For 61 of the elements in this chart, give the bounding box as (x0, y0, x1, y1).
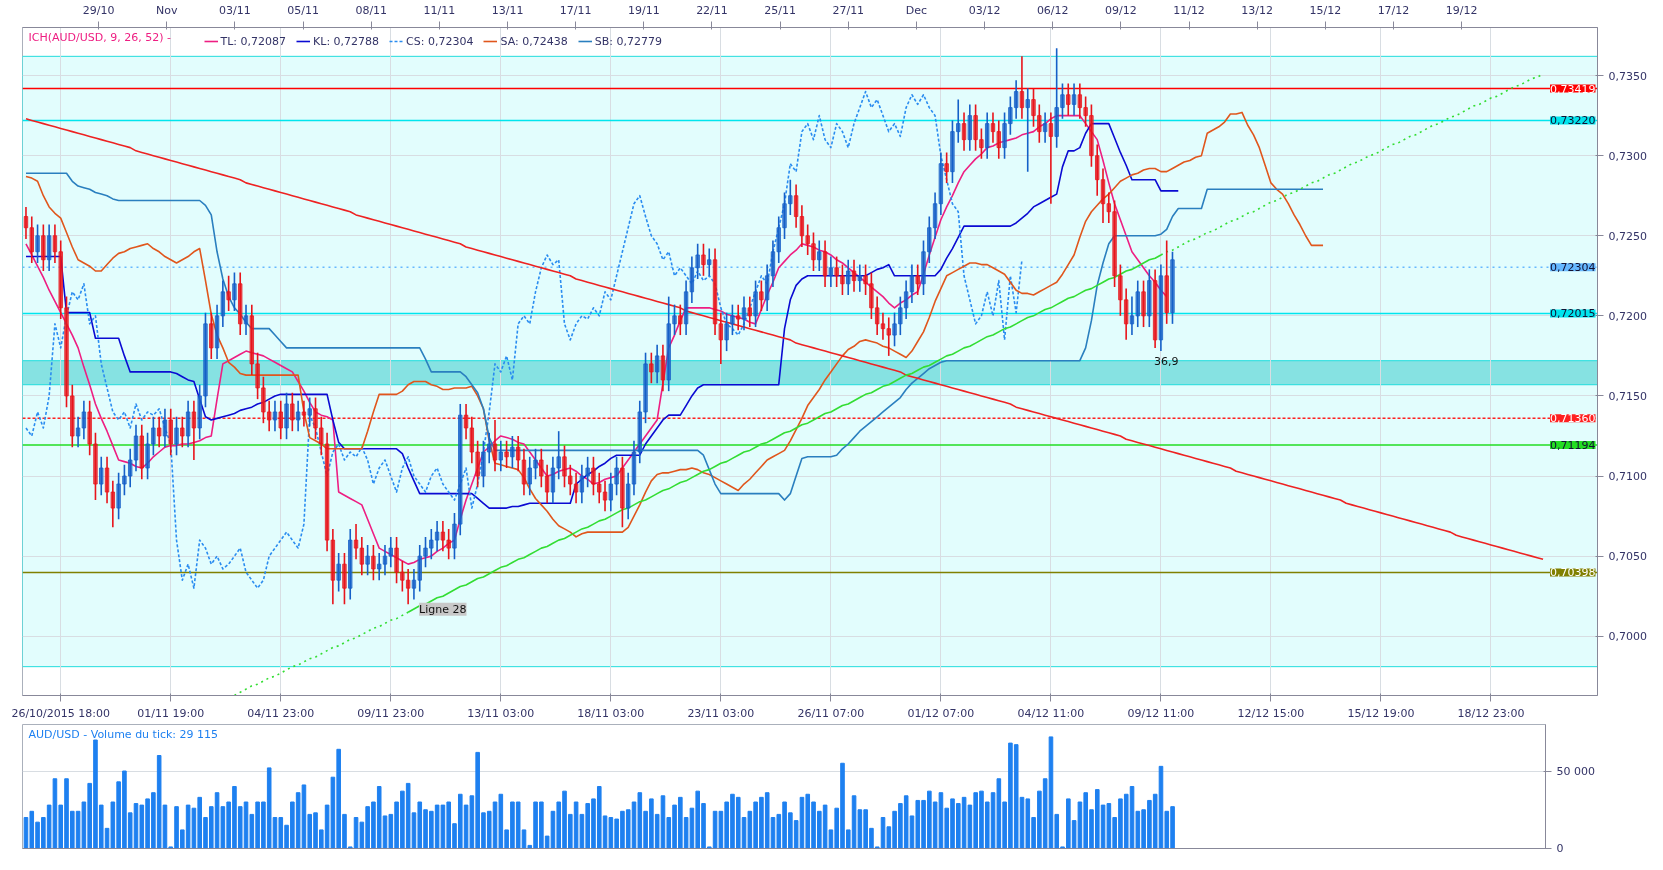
ref-line-label: 0,70398 (1550, 566, 1596, 580)
text: 19/12 (1445, 3, 1478, 17)
x-tick-label: 04/12 11:00 (1017, 706, 1085, 720)
x-tick-label: 01/11 19:00 (137, 706, 205, 720)
text: 11/12 (1173, 3, 1205, 17)
annotation: Ligne 28 (419, 602, 467, 616)
x-tick-label: 15/12 19:00 (1347, 706, 1415, 720)
y-tick-label: 0 (1556, 842, 1564, 855)
x-tick-label: 18/12 23:00 (1457, 706, 1525, 720)
ref-line-label: 0,73419 (1550, 82, 1596, 96)
chart-title: ICH(AUD/USD, 9, 26, 52) - (28, 30, 171, 44)
y-tick-label: 50 000 (1556, 764, 1595, 778)
ref-line-label: 0,72015 (1550, 307, 1596, 321)
y-tick-label: 0,7300 (1608, 149, 1647, 163)
y-tick-label: 0,7200 (1608, 309, 1647, 323)
text: 05/11 (287, 3, 319, 17)
ref-line-label: 0,72304 (1550, 261, 1596, 275)
y-tick-label: 0,7000 (1608, 630, 1647, 644)
x-tick-label: 12/12 15:00 (1237, 706, 1305, 720)
legend-label: SA: 0,72438 (500, 34, 568, 48)
text: 03/11 (219, 3, 251, 17)
legend-label: KL: 0,72788 (313, 34, 380, 48)
x-tick-label: 01/12 07:00 (907, 706, 975, 720)
text: 03/12 (968, 3, 1001, 17)
x-tick-label: 09/11 23:00 (357, 706, 425, 720)
x-tick-label: 04/11 23:00 (247, 706, 315, 720)
text: 25/11 (764, 3, 796, 17)
text: 17/11 (559, 3, 592, 17)
text: 17/12 (1377, 3, 1410, 17)
y-tick-label: 0,7350 (1608, 69, 1647, 83)
x-tick-label: 09/12 11:00 (1127, 706, 1195, 720)
text: 29/10 (82, 3, 115, 17)
x-tick-label: 23/11 03:00 (687, 706, 755, 720)
x-tick-label: 26/11 07:00 (797, 706, 865, 720)
y-tick-label: 0,7250 (1608, 229, 1647, 243)
y-tick-label: 0,7150 (1608, 389, 1647, 403)
ref-line-label: 0,73220 (1550, 114, 1596, 128)
text: 08/11 (355, 3, 388, 17)
legend-label: TL: 0,72087 (220, 34, 287, 48)
chart-title: AUD/USD - Volume du tick: 29 115 (28, 727, 219, 741)
legend-label: SB: 0,72779 (594, 34, 662, 48)
legend-label: CS: 0,72304 (406, 34, 474, 48)
text: 19/11 (627, 3, 660, 17)
text: 22/11 (696, 3, 728, 17)
text: Dec (905, 3, 928, 17)
y-tick-label: 0,7100 (1608, 470, 1647, 484)
ref-line-label: 0,71194 (1550, 438, 1596, 452)
x-tick-label: 18/11 03:00 (577, 706, 645, 720)
text: 11/11 (423, 3, 456, 17)
text: 06/12 (1036, 3, 1069, 17)
x-tick-label: 26/10/2015 18:00 (11, 706, 111, 720)
text: 15/12 (1309, 3, 1342, 17)
annotation: 36,9 (1153, 355, 1179, 369)
text: Nov (156, 3, 179, 17)
text: 13/11 (491, 3, 524, 17)
x-tick-label: 13/11 03:00 (467, 706, 535, 720)
y-tick-label: 0,7050 (1608, 550, 1647, 564)
ref-line-label: 0,71360 (1550, 412, 1596, 426)
text: 13/12 (1241, 3, 1274, 17)
text: 09/12 (1105, 3, 1137, 17)
text: 27/11 (832, 3, 865, 17)
